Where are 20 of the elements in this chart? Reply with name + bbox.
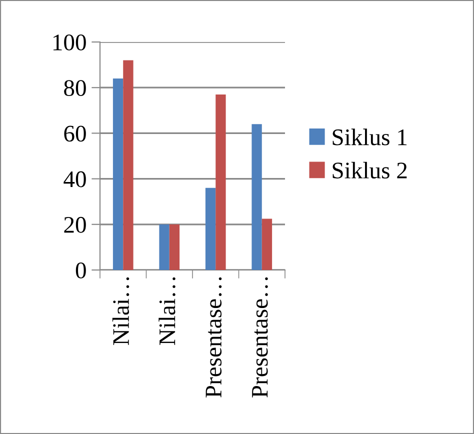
- y-tick-label: 0: [76, 262, 86, 278]
- bar: [205, 188, 216, 270]
- bar: [216, 94, 226, 270]
- bar: [169, 224, 180, 270]
- x-tick-label: Presentase…: [252, 277, 268, 398]
- x-tick-label: Presentase…: [206, 277, 222, 398]
- legend-label: Siklus 1: [332, 128, 407, 146]
- y-tick-label: 100: [53, 34, 86, 50]
- y-tick-label: 80: [64, 80, 86, 96]
- y-tick-label: 60: [64, 126, 86, 142]
- bar: [252, 124, 262, 270]
- y-tick-label: 20: [64, 216, 86, 233]
- x-tick-label: Nilai…: [158, 277, 176, 346]
- bar: [159, 224, 170, 270]
- y-tick-label: 40: [64, 171, 86, 188]
- bar: [123, 60, 134, 270]
- bar: [112, 78, 124, 270]
- x-tick-label: Nilai…: [112, 277, 130, 346]
- bar: [262, 218, 272, 270]
- legend-label: Siklus 2: [332, 162, 407, 179]
